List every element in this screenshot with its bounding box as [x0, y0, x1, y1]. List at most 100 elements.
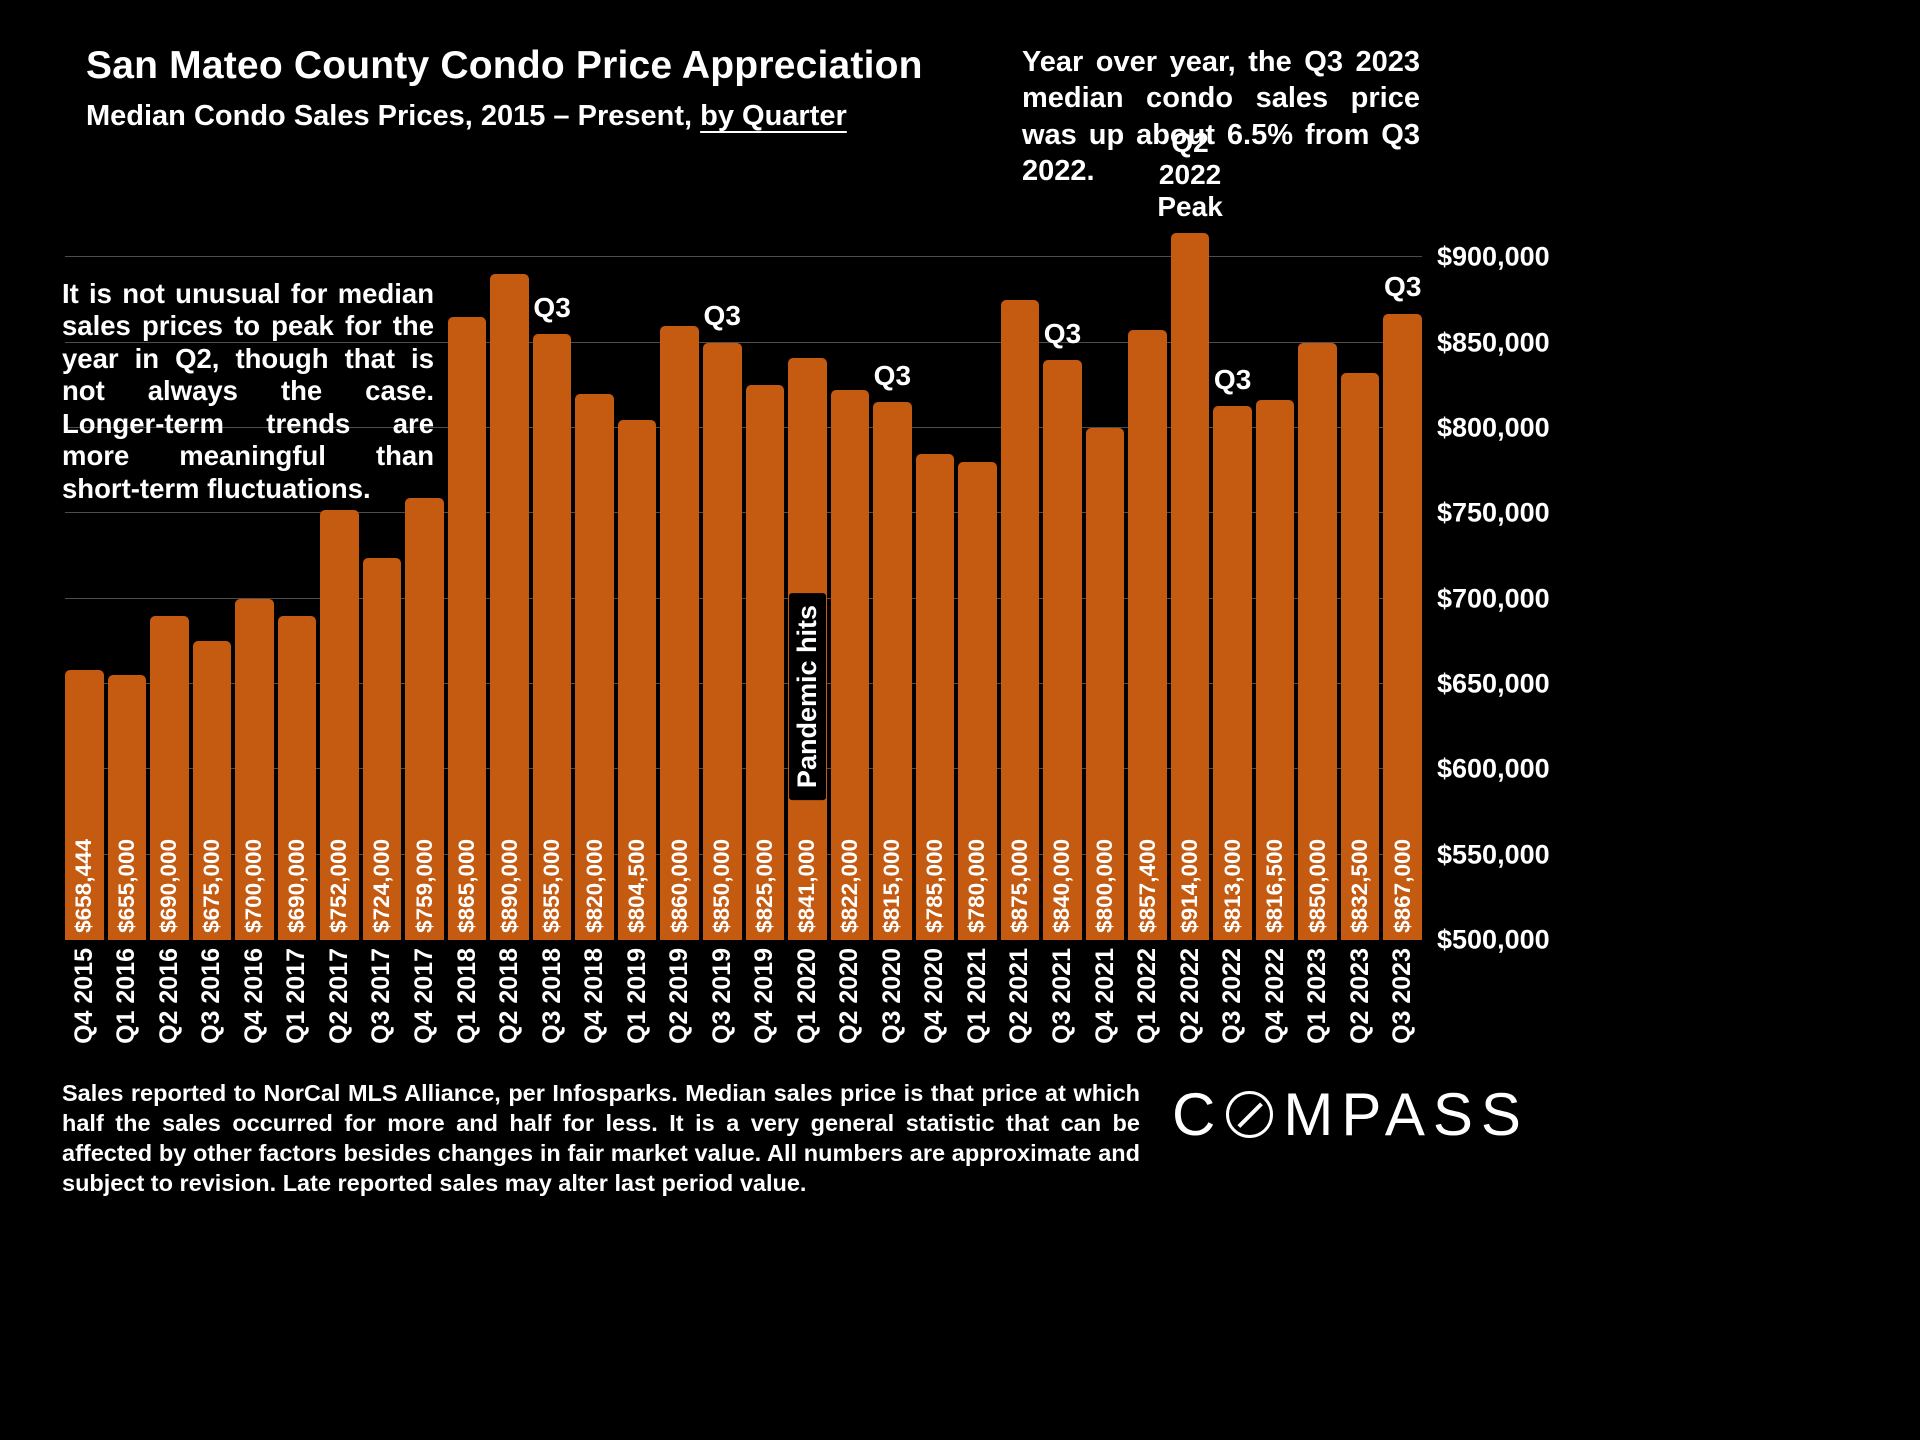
bar-q1-2022: $857,400 [1128, 330, 1167, 940]
bar-q2-2017: $752,000 [320, 509, 359, 940]
bar-value-label: $813,000 [1219, 839, 1245, 933]
bar-slot-q3-2021: $840,000 Q3 [1043, 230, 1082, 940]
bar-value-label: $857,400 [1134, 839, 1160, 933]
bar-slot-q1-2020: $841,000 Pandemic hits [788, 230, 827, 940]
x-axis-label-q3-2023: Q3 2023 [1388, 948, 1417, 1044]
bar-slot-q1-2016: $655,000 [107, 230, 147, 940]
title-block: San Mateo County Condo Price Appreciatio… [86, 44, 923, 133]
bar-slot-q3-2017: $724,000 [362, 230, 402, 940]
bar-value-label: $850,000 [1304, 839, 1330, 933]
bar-slot-q4-2016: $700,000 [235, 230, 274, 940]
x-axis-label-q4-2015: Q4 2015 [69, 948, 98, 1044]
bar-slot-q3-2020: $815,000 Q3 [873, 230, 912, 940]
y-axis-tick-label: $700,000 [1437, 583, 1550, 614]
x-axis-label-q2-2016: Q2 2016 [154, 948, 183, 1044]
bar-value-label: $780,000 [964, 839, 990, 933]
x-axis-label-q1-2022: Q1 2022 [1133, 948, 1162, 1044]
x-axis-label-q3-2019: Q3 2019 [707, 948, 736, 1044]
y-axis-tick-label: $800,000 [1437, 412, 1550, 443]
y-axis-tick-label: $500,000 [1437, 924, 1550, 955]
x-axis-label-q2-2017: Q2 2017 [324, 948, 353, 1044]
page-title: San Mateo County Condo Price Appreciatio… [86, 44, 923, 87]
x-axis-label-q2-2022: Q2 2022 [1175, 948, 1204, 1044]
bar-value-label: $655,000 [113, 839, 139, 933]
bar-q3-2023: $867,000 [1383, 313, 1422, 940]
bar-q4-2019: $825,000 [745, 385, 785, 940]
bar-slot-q2-2020: $822,000 [830, 230, 870, 940]
bar-slot-q2-2022: $914,000 Q2 2022 Peak [1157, 127, 1223, 940]
logo-letters-mpass: MPASS [1283, 1081, 1529, 1148]
compass-needle-icon [1237, 1101, 1263, 1128]
bar-slot-q4-2020: $785,000 [915, 230, 955, 940]
bar-value-label: $816,500 [1262, 839, 1288, 933]
bar-value-label: $700,000 [241, 839, 267, 933]
bar-q1-2018: $865,000 [447, 317, 487, 940]
commentary-note: It is not unusual for median sales price… [62, 278, 434, 504]
bar-slot-q4-2015: $658,444 [65, 230, 104, 940]
bar-slot-q3-2016: $675,000 [192, 230, 232, 940]
x-axis-label-q4-2017: Q4 2017 [410, 948, 439, 1044]
bar-slot-q3-2019: $850,000 Q3 [702, 230, 742, 940]
x-axis-label-q4-2021: Q4 2021 [1090, 948, 1119, 1044]
bar-q3-2018: $855,000 [532, 334, 572, 940]
bar-q2-2018: $890,000 [490, 274, 529, 940]
bar-q3-2021: $840,000 [1043, 359, 1082, 940]
logo-letter-c: C [1172, 1081, 1224, 1148]
bar-slot-q1-2018: $865,000 [447, 230, 487, 940]
gridline-800000 [65, 426, 1422, 428]
bar-q3-2020: $815,000 [873, 402, 912, 940]
x-axis-label-q2-2019: Q2 2019 [665, 948, 694, 1044]
bar-value-label: $752,000 [326, 839, 352, 933]
bar-value-label: $855,000 [539, 839, 565, 933]
gridline-750000 [65, 512, 1422, 514]
x-axis-label-q3-2017: Q3 2017 [367, 948, 396, 1044]
bar-value-label: $841,000 [794, 839, 820, 933]
bar-value-label: $690,000 [283, 839, 309, 933]
bar-slot-q3-2022: $813,000 Q3 [1213, 230, 1252, 940]
q3-annotation-q3-2023: Q3 [1384, 271, 1422, 303]
bar-value-label: $658,444 [71, 839, 97, 933]
bar-q1-2019: $804,500 [617, 420, 657, 940]
x-axis-label-q4-2019: Q4 2019 [750, 948, 779, 1044]
bar-slot-q4-2021: $800,000 [1085, 230, 1125, 940]
bar-q1-2016: $655,000 [107, 675, 147, 940]
bar-slot-q2-2018: $890,000 [490, 230, 529, 940]
bar-slot-q4-2019: $825,000 [745, 230, 785, 940]
bar-value-label: $860,000 [666, 839, 692, 933]
bar-q2-2023: $832,500 [1340, 372, 1380, 940]
disclaimer-text: Sales reported to NorCal MLS Alliance, p… [62, 1080, 1140, 1197]
q3-annotation-q3-2021: Q3 [1043, 317, 1082, 349]
x-axis-label-q2-2020: Q2 2020 [835, 948, 864, 1044]
y-axis-tick-label: $850,000 [1437, 327, 1550, 358]
bar-slot-q2-2016: $690,000 [150, 230, 189, 940]
y-axis-tick-label: $550,000 [1437, 839, 1550, 870]
x-axis-label-q4-2018: Q4 2018 [580, 948, 609, 1044]
yoy-note: Year over year, the Q3 2023 median condo… [1022, 46, 1420, 187]
bar-value-label: $850,000 [709, 839, 735, 933]
y-axis-tick-label: $650,000 [1437, 668, 1550, 699]
bar-value-label: $800,000 [1092, 839, 1118, 933]
gridline-550000 [65, 853, 1422, 855]
x-axis-label-q1-2017: Q1 2017 [282, 948, 311, 1044]
bar-q1-2020: $841,000 Pandemic hits [788, 358, 827, 940]
x-axis-label-q1-2018: Q1 2018 [452, 948, 481, 1044]
compass-logo: C MPASS [1172, 1080, 1529, 1149]
x-axis-label-q1-2019: Q1 2019 [622, 948, 651, 1044]
bar-value-label: $820,000 [581, 839, 607, 933]
bar-slot-q4-2017: $759,000 [405, 230, 444, 940]
page-subtitle: Median Condo Sales Prices, 2015 – Presen… [86, 100, 923, 133]
bar-slot-q1-2019: $804,500 [617, 230, 657, 940]
y-axis-tick-label: $750,000 [1437, 497, 1550, 528]
x-axis-label-q3-2016: Q3 2016 [197, 948, 226, 1044]
bar-q4-2018: $820,000 [575, 393, 614, 940]
bar-value-label: $675,000 [198, 839, 224, 933]
pandemic-annotation: Pandemic hits [788, 592, 827, 800]
bar-q4-2020: $785,000 [915, 453, 955, 940]
bar-value-label: $832,500 [1347, 839, 1373, 933]
bar-slot-q2-2019: $860,000 [660, 230, 699, 940]
bar-slot-q2-2017: $752,000 [320, 230, 359, 940]
x-axis-label-q3-2021: Q3 2021 [1047, 948, 1076, 1044]
bar-q3-2019: $850,000 [702, 342, 742, 940]
x-axis-label-q1-2021: Q1 2021 [962, 948, 991, 1044]
